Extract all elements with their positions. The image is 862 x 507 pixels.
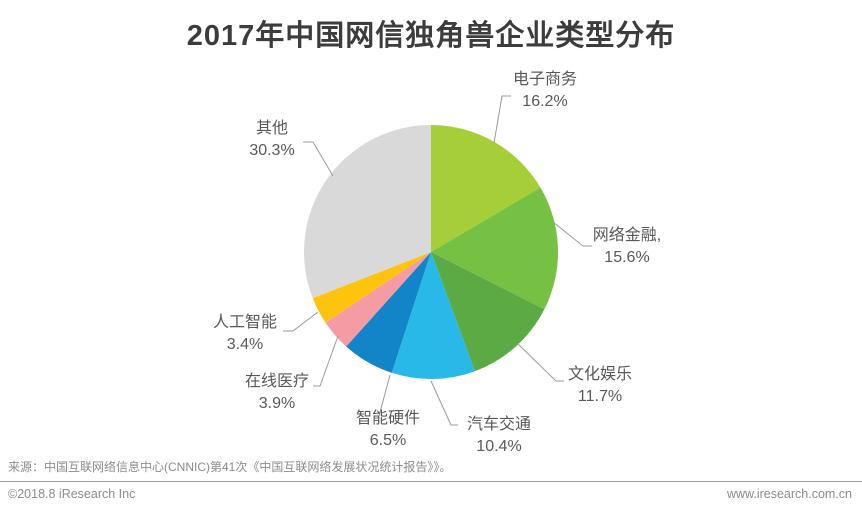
- slice-name: 网络金融,: [592, 227, 662, 244]
- slice-label-culture: 文化娱乐 11.7%: [568, 364, 632, 408]
- pie-slice-4: [346, 252, 431, 373]
- slice-name: 在线医疗: [244, 373, 310, 390]
- slice-label-ecommerce: 电子商务 16.2%: [513, 69, 577, 113]
- source-note: 来源：中国互联网络信息中心(CNNIC)第41次《中国互联网络发展状况统计报告》…: [8, 460, 452, 474]
- slice-label-others: 其他 30.3%: [249, 118, 294, 162]
- pie-slice-5: [325, 252, 431, 347]
- slice-label-online-medical: 在线医疗 3.9%: [245, 371, 309, 415]
- slice-value: 6.5%: [369, 432, 407, 449]
- slice-label-auto-transport: 汽车交通 10.4%: [467, 414, 531, 458]
- footer-divider: [0, 481, 862, 482]
- website-text: www.iresearch.com.cn: [726, 487, 852, 501]
- slice-name: 其他: [255, 120, 288, 137]
- slice-name: 文化娱乐: [567, 366, 633, 383]
- leader-lines-group: [283, 95, 592, 426]
- pie-slice-0: [431, 125, 541, 252]
- leader-line-internet-finance: [552, 221, 592, 247]
- slice-value: 16.2%: [522, 93, 568, 110]
- slice-value: 10.4%: [476, 438, 522, 455]
- leader-line-ecommerce: [493, 95, 511, 144]
- pie-slice-7: [303, 125, 431, 299]
- copyright-text: ©2018.8 iResearch Inc: [8, 487, 136, 501]
- slice-value: 30.3%: [249, 142, 295, 159]
- leader-line-ai: [283, 311, 319, 332]
- slice-name: 智能硬件: [355, 410, 421, 427]
- slice-value: 11.7%: [577, 388, 623, 405]
- slice-name: 汽车交通: [466, 416, 532, 433]
- slice-label-internet-finance: 网络金融, 15.6%: [593, 225, 661, 269]
- slice-name: 人工智能: [212, 314, 278, 331]
- leader-line-others: [303, 141, 334, 177]
- pie-slice-2: [431, 252, 545, 372]
- slice-value: 3.4%: [226, 336, 264, 353]
- slice-value: 15.6%: [604, 249, 650, 266]
- leader-line-online-medical: [313, 335, 339, 387]
- slice-name: 电子商务: [512, 71, 578, 88]
- slice-value: 3.9%: [258, 395, 296, 412]
- chart-title: 2017年中国网信独角兽企业类型分布: [186, 20, 676, 52]
- leader-line-smart-hardware: [378, 374, 391, 417]
- leader-line-culture: [516, 342, 564, 382]
- pie-slice-1: [431, 187, 558, 310]
- pie-slices-group: [303, 125, 558, 380]
- leader-line-auto-transport: [430, 380, 458, 426]
- pie-slice-6: [312, 252, 431, 323]
- slice-label-smart-hardware: 智能硬件 6.5%: [356, 408, 420, 452]
- pie-slice-3: [391, 252, 475, 380]
- slice-label-ai: 人工智能 3.4%: [213, 312, 277, 356]
